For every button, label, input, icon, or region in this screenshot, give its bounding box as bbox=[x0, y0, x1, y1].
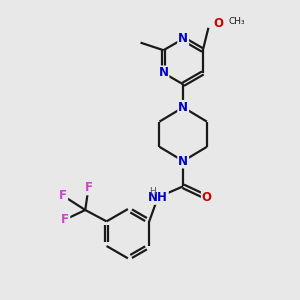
Text: O: O bbox=[213, 17, 223, 30]
Text: F: F bbox=[84, 182, 92, 194]
Text: N: N bbox=[178, 154, 188, 168]
Text: CH₃: CH₃ bbox=[229, 17, 246, 26]
Text: F: F bbox=[61, 213, 69, 226]
Text: H: H bbox=[149, 188, 156, 196]
Text: N: N bbox=[178, 32, 188, 45]
Text: N: N bbox=[158, 66, 169, 80]
Text: F: F bbox=[59, 189, 67, 202]
Text: NH: NH bbox=[148, 191, 168, 204]
Text: O: O bbox=[202, 191, 212, 204]
Text: N: N bbox=[178, 101, 188, 114]
